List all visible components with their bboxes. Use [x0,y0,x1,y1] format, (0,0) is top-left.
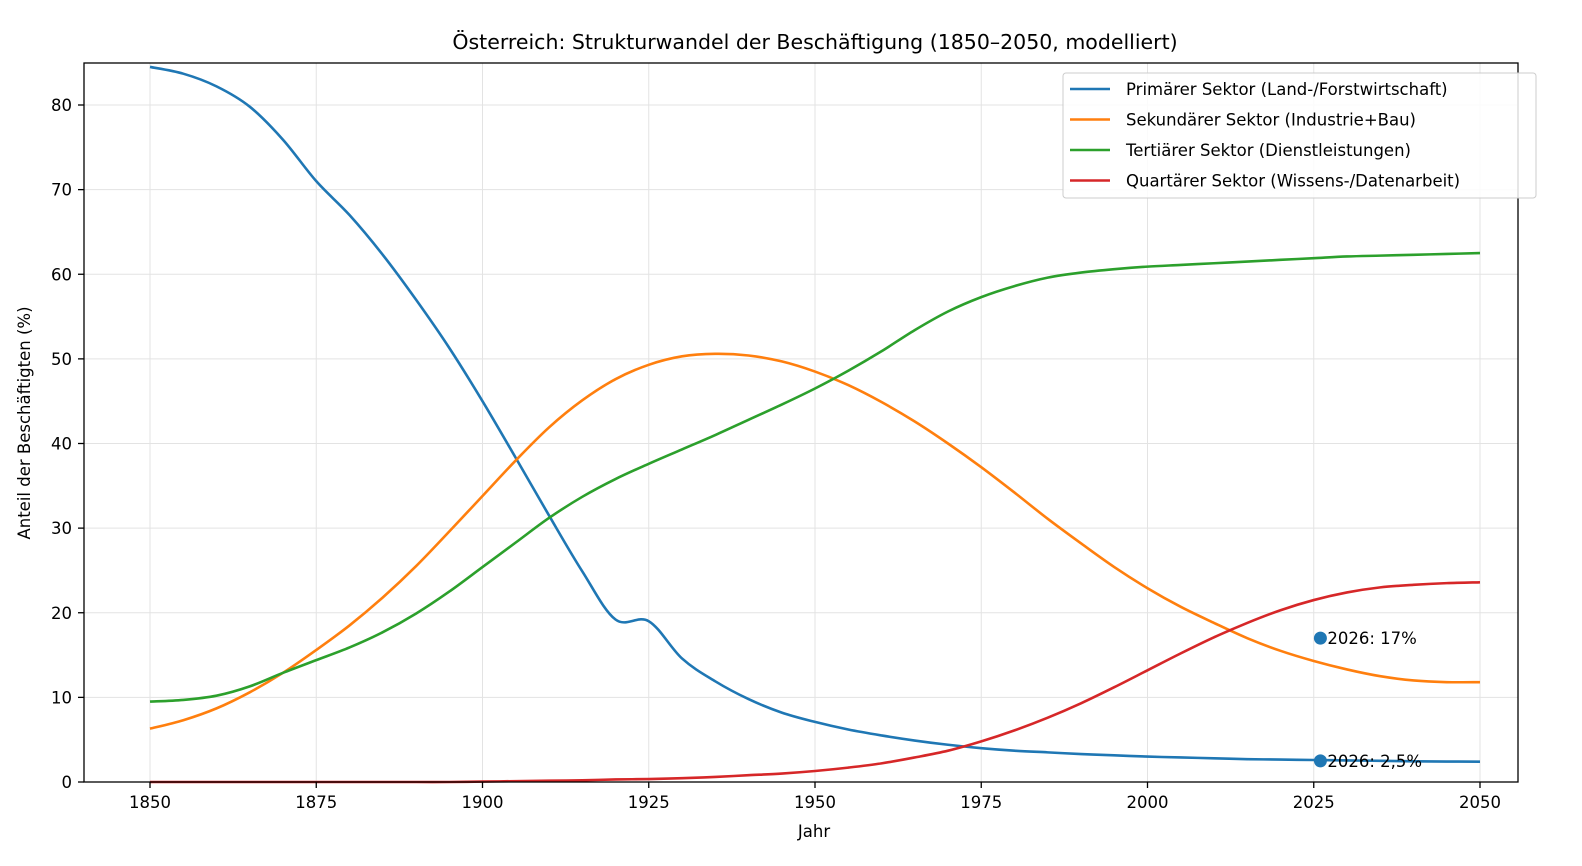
legend-label: Primärer Sektor (Land-/Forstwirtschaft) [1126,80,1448,99]
x-tick-label: 2000 [1127,793,1169,812]
y-axis-ticks: 0 10 20 30 40 50 60 70 80 [51,96,84,792]
axes-frame [83,62,1519,783]
series-line-secondary [149,352,1481,730]
legend: Primärer Sektor (Land-/Forstwirtschaft) S… [1062,72,1537,199]
annotation-label: 2026: 17% [1327,629,1416,648]
x-tick-label: 1950 [794,793,836,812]
annotation-marker [1313,631,1327,645]
y-tick-label: 60 [51,265,72,284]
y-tick-label: 10 [51,688,72,707]
legend-label: Sekundärer Sektor (Industrie+Bau) [1126,111,1416,130]
grid-lines [84,63,1518,783]
legend-label: Quartärer Sektor (Wissens-/Datenarbeit) [1126,172,1460,191]
x-tick-label: 2025 [1293,793,1335,812]
y-tick-label: 20 [51,604,72,623]
legend-label: Tertiärer Sektor (Dienstleistungen) [1125,141,1411,160]
chart-title: Österreich: Strukturwandel der Beschäfti… [452,29,1177,54]
x-tick-label: 1850 [129,793,171,812]
y-tick-label: 50 [51,350,72,369]
y-tick-label: 80 [51,96,72,115]
x-axis-ticks: 1850 1875 1900 1925 1950 1975 2000 2025 2050 [129,782,1501,812]
y-axis-label: Anteil der Beschäftigten (%) [15,306,34,539]
annotation-marker [1313,754,1327,768]
series-line-tertiary [149,251,1481,703]
y-tick-label: 0 [62,773,73,792]
y-tick-label: 30 [51,519,72,538]
x-tick-label: 1875 [295,793,337,812]
legend-box [1062,72,1537,199]
annotation-label: 2026: 2,5% [1327,752,1422,771]
x-tick-label: 2050 [1459,793,1501,812]
annotations: 2026: 17% 2026: 2,5% [1313,629,1422,771]
x-tick-label: 1900 [462,793,504,812]
y-tick-label: 40 [51,435,72,454]
x-axis-label: Jahr [797,822,830,841]
y-tick-label: 70 [51,181,72,200]
x-tick-label: 1925 [628,793,670,812]
series-line-primary [149,65,1481,763]
x-tick-label: 1975 [960,793,1002,812]
